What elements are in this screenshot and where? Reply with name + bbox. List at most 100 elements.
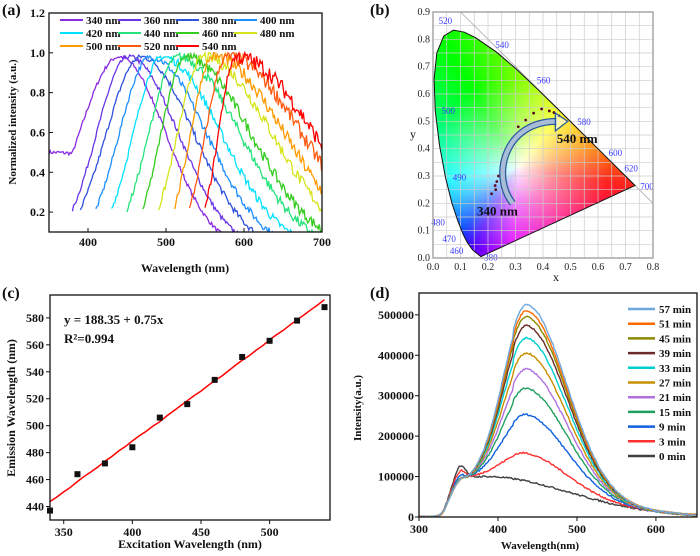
x-tick-label: 0.6 xyxy=(592,262,605,273)
series-line-360-nm xyxy=(71,53,240,232)
plot-frame xyxy=(48,12,323,233)
shift-arrow-body xyxy=(500,119,557,205)
annotation-340nm: 340 nm xyxy=(477,204,518,219)
x-tick-label: 500 xyxy=(568,522,586,536)
y-tick-label: 0.8 xyxy=(418,34,431,45)
y-tick-label: 0 xyxy=(408,510,414,524)
y-tick-label: 100000 xyxy=(378,470,414,484)
wavelength-label: 470 xyxy=(442,234,456,244)
chromaticity-point xyxy=(552,111,556,114)
series-line-440-nm xyxy=(126,51,320,232)
chromaticity-point xyxy=(495,180,499,183)
y-tick-label: 0.2 xyxy=(418,198,431,209)
chromaticity-point xyxy=(497,174,500,178)
x-tick-label: 400 xyxy=(79,235,97,249)
legend-label: 21 min xyxy=(659,392,691,404)
wavelength-label: 480 xyxy=(431,218,445,228)
series-line-27-min xyxy=(419,352,697,517)
panel-d-xlabel: Wavelength(nm) xyxy=(501,540,580,552)
x-tick-label: 0.7 xyxy=(619,262,632,273)
legend-label: 27 min xyxy=(659,378,691,390)
series-line-480-nm xyxy=(157,50,322,213)
plot-frame xyxy=(49,294,331,521)
x-tick-label: 600 xyxy=(647,522,665,536)
y-tick-label: 0.5 xyxy=(418,116,431,127)
wavelength-label: 520 xyxy=(439,16,453,26)
panel-c-label: (c) xyxy=(2,285,20,302)
wavelength-label: 500 xyxy=(442,106,456,116)
wavelength-label: 600 xyxy=(609,148,623,158)
y-tick-label: 500000 xyxy=(378,308,414,322)
chromaticity-point xyxy=(493,184,497,187)
wavelength-label: 620 xyxy=(624,164,638,174)
series-line-420-nm xyxy=(111,55,293,232)
fit-equation: y = 188.35 + 0.75x xyxy=(64,312,164,327)
y-tick-label: 0.4 xyxy=(30,165,45,179)
series-line-400-nm xyxy=(95,54,278,232)
y-tick-label: 300000 xyxy=(378,389,414,403)
chromaticity-point xyxy=(516,125,520,129)
x-tick-label: 0.5 xyxy=(564,262,577,273)
chromaticity-point xyxy=(532,111,536,115)
chromaticity-point xyxy=(490,192,493,196)
y-tick-label: 0.6 xyxy=(30,125,45,139)
panel-c-ylabel: Emission Wavelength (nm) xyxy=(4,339,18,477)
y-tick-label: 0.2 xyxy=(30,205,45,219)
legend-label: 520 nm xyxy=(144,41,179,53)
x-tick-label: 350 xyxy=(55,525,73,539)
chromaticity-point xyxy=(547,109,551,113)
y-tick-label: 1.2 xyxy=(30,6,45,20)
shift-arrow-head xyxy=(554,111,569,133)
legend-label: 420 nm xyxy=(86,28,121,40)
panel-a-label: (a) xyxy=(2,2,21,19)
series-line-45-min xyxy=(419,315,697,517)
chromaticity-point xyxy=(524,118,528,122)
wavelength-label: 700 xyxy=(640,181,654,191)
panel-c-xlabel: Excitation Wavelength (nm) xyxy=(118,537,262,551)
y-tick-label: 400000 xyxy=(378,348,414,362)
x-tick-label: 0.2 xyxy=(482,262,495,273)
panel-d: (d) Wavelength(nm) Intensity(a.u.) 300 40… xyxy=(352,285,698,552)
plot-frame xyxy=(418,292,698,518)
series-line-51-min xyxy=(419,310,697,517)
series-line-460-nm xyxy=(142,51,322,232)
x-tick-label: 700 xyxy=(313,235,331,249)
y-tick-label: 0.8 xyxy=(30,86,45,100)
series-line-340-nm xyxy=(49,54,222,232)
y-tick-label: 580 xyxy=(26,311,44,325)
legend-label: 57 min xyxy=(659,304,691,316)
legend-label: 380 nm xyxy=(202,15,237,27)
wavelength-label: 560 xyxy=(537,75,551,85)
y-tick-label: 0.7 xyxy=(418,62,431,73)
wavelength-label: 460 xyxy=(450,246,464,256)
legend-label: 540 nm xyxy=(202,41,237,53)
y-tick-label: 1.0 xyxy=(30,46,45,60)
series-line-380-nm xyxy=(79,54,257,232)
panel-a-xlabel: Wavelength (nm) xyxy=(141,261,229,275)
panel-d-label: (d) xyxy=(370,285,390,302)
series-line-540-nm xyxy=(204,50,322,208)
data-point xyxy=(266,337,273,344)
y-tick-label: 0.4 xyxy=(418,144,431,155)
x-tick-label: 500 xyxy=(157,235,175,249)
x-tick-label: 500 xyxy=(261,525,279,539)
legend-label: 39 min xyxy=(659,348,691,360)
panel-d-ylabel: Intensity(a.u.) xyxy=(352,375,364,441)
data-point xyxy=(156,414,163,421)
wavelength-label: 490 xyxy=(453,172,467,182)
x-tick-label: 600 xyxy=(235,235,253,249)
panel-a: (a) Wavelength (nm) Normalized intensity… xyxy=(2,2,331,275)
data-point xyxy=(211,376,218,383)
legend-label: 460 nm xyxy=(202,28,237,40)
fit-r-squared: R²=0.994 xyxy=(64,331,114,346)
x-tick-label: 0.8 xyxy=(647,262,660,273)
x-tick-label: 400 xyxy=(123,525,141,539)
data-point xyxy=(101,460,108,467)
data-point xyxy=(129,444,136,451)
series-line-21-min xyxy=(419,367,697,517)
y-tick-label: 0.3 xyxy=(418,171,431,182)
y-tick-label: 200000 xyxy=(378,429,414,443)
series-line-500-nm xyxy=(173,51,322,209)
x-tick-label: 450 xyxy=(192,525,210,539)
series-group xyxy=(49,50,322,232)
